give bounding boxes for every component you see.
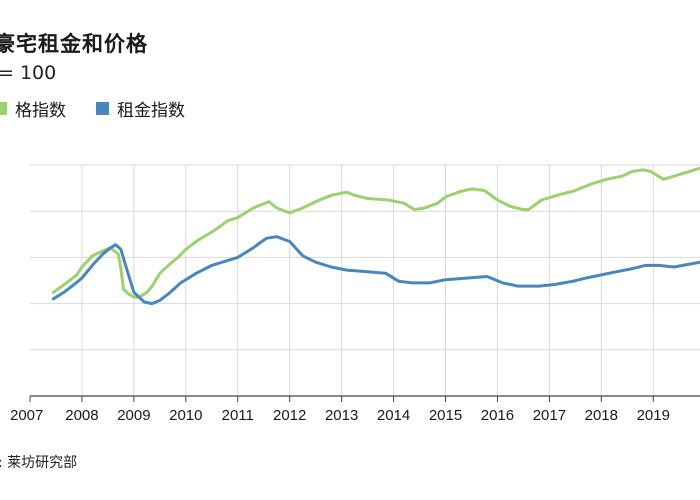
legend-label-price: 格指数	[15, 101, 66, 121]
x-tick-label: 2015	[429, 407, 462, 424]
series-line-rent	[51, 235, 700, 306]
x-tick-label: 2008	[65, 407, 98, 424]
series-line-price	[51, 166, 700, 299]
chart-subtitle: = 100	[0, 62, 57, 84]
x-tick-label: 2016	[481, 407, 514, 424]
legend-swatch-price	[0, 102, 7, 115]
legend-item-price: 格指数	[0, 96, 66, 121]
x-tick-label: 2007	[10, 407, 43, 424]
x-tick-label: 2019	[637, 407, 670, 424]
source-note: : 莱坊研究部	[0, 455, 78, 471]
legend-item-rent: 租金指数	[96, 96, 185, 121]
x-tick-label: 2011	[222, 407, 254, 424]
x-tick-label: 2009	[117, 407, 150, 424]
x-tick-label: 2018	[585, 407, 618, 424]
x-tick-label: 2013	[325, 407, 358, 424]
x-tick-label: 2012	[273, 407, 306, 424]
legend-label-rent: 租金指数	[117, 101, 185, 121]
x-tick-label: 2010	[169, 407, 202, 424]
chart-title: 豪宅租金和价格	[0, 32, 148, 56]
x-tick-label: 2014	[377, 407, 410, 424]
legend: 格指数 租金指数	[0, 96, 700, 121]
legend-swatch-rent	[96, 102, 109, 115]
x-tick-label: 2017	[533, 407, 566, 424]
